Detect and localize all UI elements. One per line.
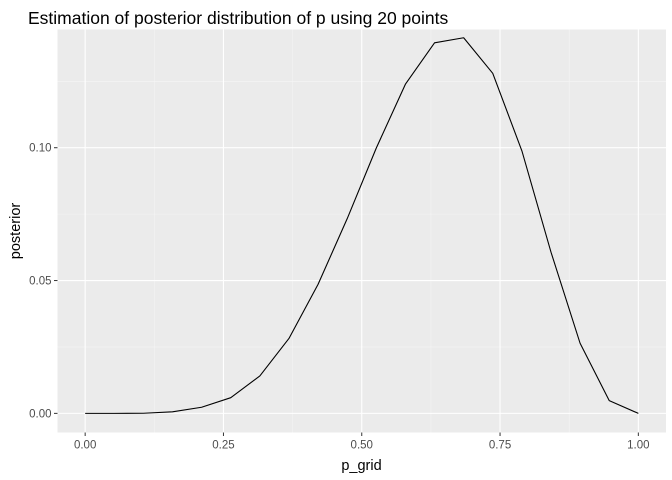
x-axis-title: p_grid [341, 458, 381, 474]
x-tick-label: 0.75 [489, 440, 511, 452]
chart-title: Estimation of posterior distribution of … [28, 8, 448, 28]
x-tick-label: 1.00 [627, 440, 649, 452]
x-axis: 0.00 0.25 0.50 0.75 1.00 [74, 432, 650, 452]
x-tick-label: 0.00 [74, 440, 96, 452]
y-axis-title: posterior [8, 203, 24, 260]
y-tick-label: 0.05 [29, 276, 51, 288]
posterior-series-line [85, 37, 639, 414]
x-tick-label: 0.25 [212, 440, 234, 452]
y-axis: 0.00 0.05 0.10 [29, 143, 58, 420]
series-layer [85, 37, 639, 414]
major-gridlines [57, 29, 666, 433]
x-tick-label: 0.50 [351, 440, 373, 452]
y-tick-label: 0.10 [29, 143, 51, 155]
y-tick-label: 0.00 [29, 408, 51, 420]
